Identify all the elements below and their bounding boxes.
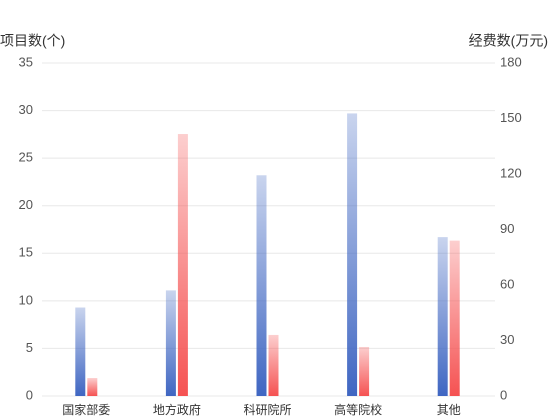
y2-tick-label: 90 bbox=[500, 221, 514, 236]
y-tick-label: 0 bbox=[26, 387, 33, 402]
bar bbox=[359, 346, 370, 396]
bar bbox=[165, 290, 176, 396]
y2-tick-label: 120 bbox=[500, 165, 522, 180]
x-tick-label: 科研院所 bbox=[243, 403, 291, 417]
x-tick-label: 国家部委 bbox=[62, 402, 110, 417]
bar bbox=[347, 113, 358, 396]
y2-tick-label: 60 bbox=[500, 276, 514, 291]
bar bbox=[75, 307, 86, 396]
y2-tick-label: 150 bbox=[500, 110, 522, 125]
bar bbox=[87, 378, 98, 396]
bar bbox=[449, 240, 460, 396]
x-tick-label: 高等院校 bbox=[334, 402, 382, 417]
y2-axis-title: 经费数(万元) bbox=[469, 33, 548, 49]
bar bbox=[437, 237, 448, 396]
y-tick-label: 5 bbox=[26, 340, 33, 355]
bar bbox=[177, 134, 188, 397]
y2-tick-label: 30 bbox=[500, 332, 514, 347]
y-tick-label: 15 bbox=[19, 245, 33, 260]
x-tick-label: 地方政府 bbox=[153, 402, 201, 417]
x-tick-label: 其他 bbox=[437, 403, 461, 417]
y2-tick-label: 0 bbox=[500, 387, 507, 402]
y-axis-title: 项目数(个) bbox=[0, 33, 65, 49]
y-tick-label: 30 bbox=[19, 102, 33, 117]
y-tick-label: 20 bbox=[19, 197, 33, 212]
y-tick-label: 25 bbox=[19, 150, 33, 165]
bar bbox=[268, 334, 279, 396]
y-tick-label: 10 bbox=[19, 292, 33, 307]
y-tick-label: 35 bbox=[19, 54, 33, 69]
y2-tick-label: 180 bbox=[500, 54, 522, 69]
bar bbox=[256, 175, 267, 396]
